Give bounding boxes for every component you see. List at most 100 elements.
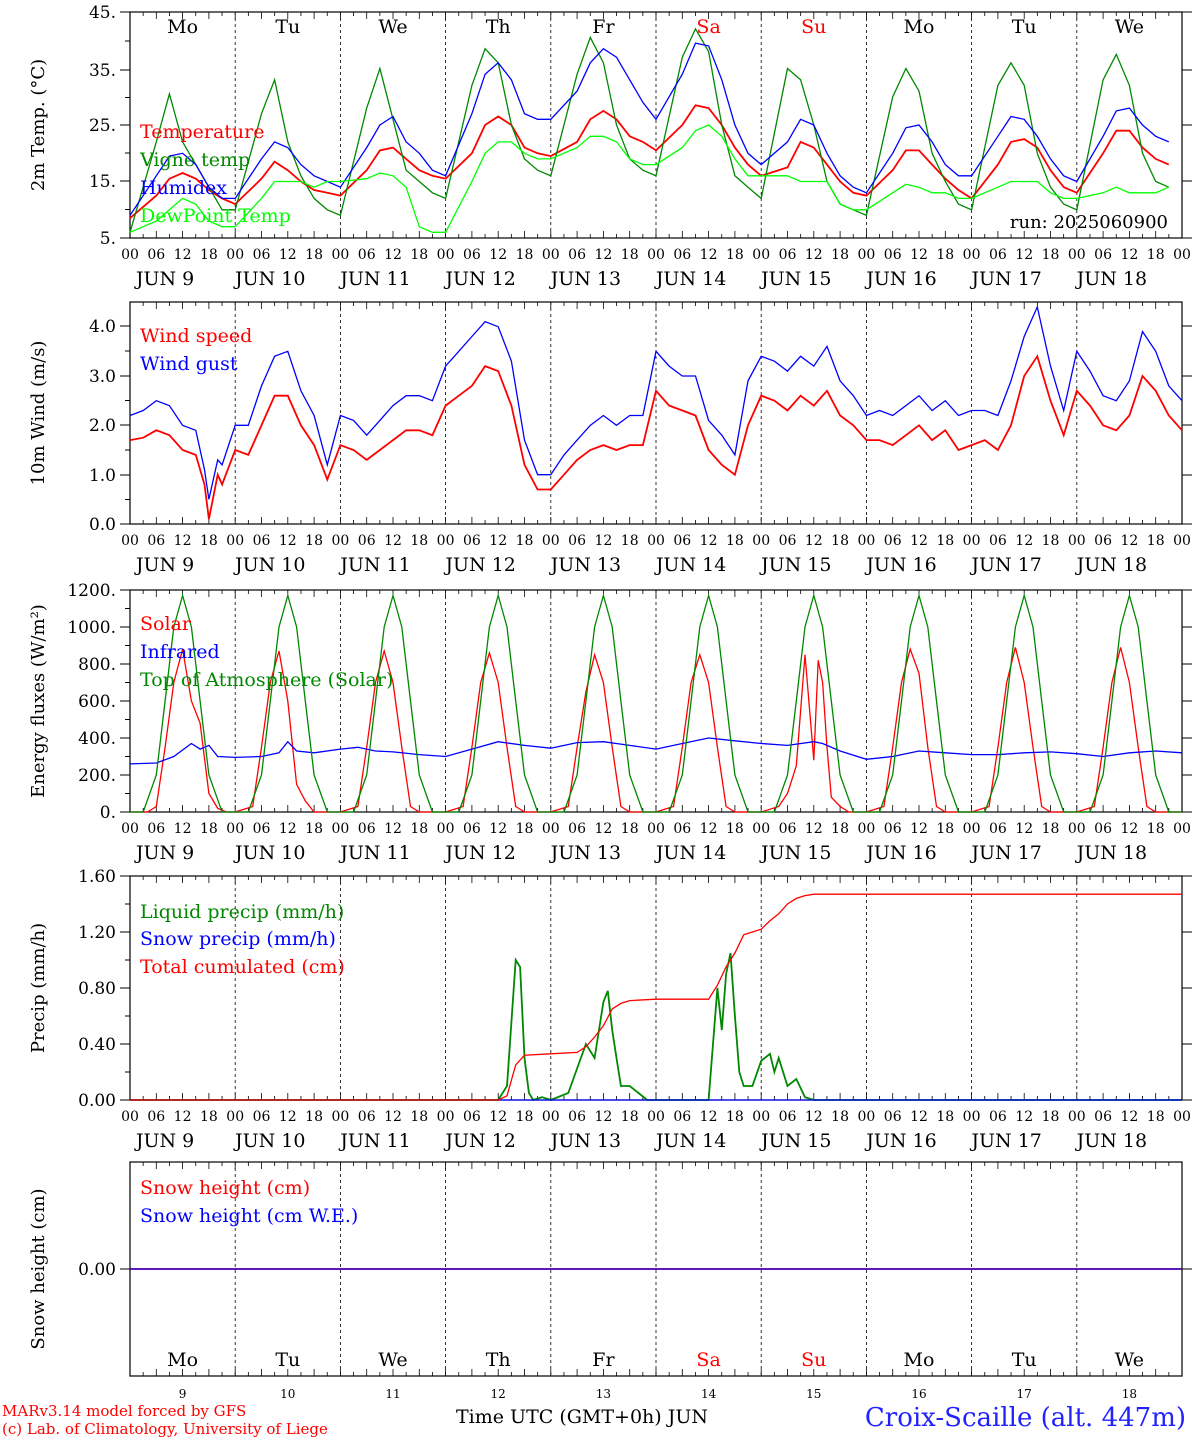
series-line-2 bbox=[129, 304, 1183, 500]
weekday-label: Fr bbox=[592, 1349, 615, 1371]
hour-tick-label: 18 bbox=[726, 1109, 744, 1125]
hour-tick-label: 12 bbox=[174, 821, 192, 837]
y-tick-label: 0.00 bbox=[78, 1260, 116, 1280]
hour-tick-label: 12 bbox=[805, 1109, 823, 1125]
hour-tick-label: 00 bbox=[1173, 1109, 1191, 1125]
legend-entry: Humidex bbox=[140, 177, 227, 199]
hour-tick-label: 18 bbox=[1042, 247, 1060, 263]
hour-tick-label: 12 bbox=[384, 821, 402, 837]
hour-tick-label: 18 bbox=[516, 247, 534, 263]
station-name: Croix-Scaille (alt. 447m) bbox=[864, 1403, 1186, 1433]
date-label: JUN 18 bbox=[1075, 842, 1147, 864]
hour-tick-label: 12 bbox=[1015, 533, 1033, 549]
panel-5 bbox=[120, 1161, 1192, 1377]
panel-1 bbox=[120, 11, 1192, 239]
hour-tick-label: 12 bbox=[594, 533, 612, 549]
series-line-1 bbox=[130, 952, 1182, 1102]
hour-tick-label: 12 bbox=[1015, 821, 1033, 837]
panel-3 bbox=[120, 589, 1192, 813]
hour-tick-label: 06 bbox=[673, 533, 691, 549]
hour-tick-label: 06 bbox=[1094, 247, 1112, 263]
weekday-label: Tu bbox=[275, 1349, 300, 1371]
hour-tick-label: 12 bbox=[700, 821, 718, 837]
hour-tick-label: 12 bbox=[910, 1109, 928, 1125]
hour-tick-label: 18 bbox=[1147, 1109, 1165, 1125]
hour-tick-label: 06 bbox=[568, 1109, 586, 1125]
date-label: JUN 17 bbox=[969, 554, 1041, 576]
weekday-label: Mo bbox=[167, 16, 198, 38]
y-tick-label: 0.80 bbox=[78, 979, 116, 999]
hour-tick-label: 00 bbox=[1173, 533, 1191, 549]
hour-tick-label: 00 bbox=[542, 247, 560, 263]
date-label: JUN 12 bbox=[443, 554, 515, 576]
hour-tick-label: 18 bbox=[936, 247, 954, 263]
date-label: JUN 12 bbox=[443, 1130, 515, 1152]
date-label: JUN 16 bbox=[864, 554, 936, 576]
hour-tick-label: 12 bbox=[489, 247, 507, 263]
legend-entry: Temperature bbox=[140, 121, 264, 143]
hour-tick-label: 12 bbox=[1120, 533, 1138, 549]
hour-tick-label: 06 bbox=[147, 821, 165, 837]
y-tick-label: 1.60 bbox=[78, 867, 116, 887]
y-tick-label: 1.0 bbox=[89, 466, 116, 486]
model-credit-line: MARv3.14 model forced by GFS bbox=[2, 1402, 247, 1420]
hour-tick-label: 00 bbox=[1173, 821, 1191, 837]
hour-tick-label: 06 bbox=[1094, 533, 1112, 549]
hour-tick-label: 00 bbox=[857, 821, 875, 837]
date-label: JUN 10 bbox=[233, 268, 305, 290]
day-number-label: 18 bbox=[1122, 1387, 1137, 1401]
hour-tick-label: 00 bbox=[226, 1109, 244, 1125]
legend-entry: DewPoint Temp bbox=[140, 205, 291, 227]
y-tick-label: 2.0 bbox=[89, 416, 116, 436]
y-tick-label: 0.40 bbox=[78, 1035, 116, 1055]
hour-tick-label: 06 bbox=[463, 821, 481, 837]
hour-tick-label: 00 bbox=[1068, 533, 1086, 549]
hour-tick-label: 12 bbox=[910, 821, 928, 837]
hour-tick-label: 00 bbox=[226, 821, 244, 837]
date-label: JUN 16 bbox=[864, 842, 936, 864]
legend-entry: Wind gust bbox=[140, 353, 238, 375]
y-tick-label: 200. bbox=[78, 766, 116, 786]
hour-tick-label: 12 bbox=[700, 533, 718, 549]
hour-tick-label: 06 bbox=[884, 821, 902, 837]
hour-tick-label: 00 bbox=[647, 533, 665, 549]
hour-tick-label: 18 bbox=[305, 247, 323, 263]
panel-4 bbox=[120, 875, 1192, 1102]
weekday-label: We bbox=[1115, 1349, 1144, 1371]
legend-entry: Vigne temp bbox=[139, 149, 250, 171]
hour-tick-label: 18 bbox=[1042, 821, 1060, 837]
hour-tick-label: 00 bbox=[1068, 247, 1086, 263]
y-axis-label: 2m Temp. (°C) bbox=[28, 59, 49, 191]
date-label: JUN 13 bbox=[549, 268, 621, 290]
y-axis-label: Precip (mm/h) bbox=[28, 923, 49, 1053]
date-label: JUN 10 bbox=[233, 842, 305, 864]
hour-tick-label: 06 bbox=[779, 1109, 797, 1125]
series-line-4 bbox=[129, 124, 1170, 233]
hour-tick-label: 00 bbox=[752, 1109, 770, 1125]
date-label: JUN 9 bbox=[134, 842, 194, 864]
hour-tick-label: 18 bbox=[305, 821, 323, 837]
hour-tick-label: 00 bbox=[437, 821, 455, 837]
y-tick-label: 800. bbox=[78, 655, 116, 675]
weekday-label: Su bbox=[801, 16, 826, 38]
hour-tick-label: 18 bbox=[621, 821, 639, 837]
hour-tick-label: 00 bbox=[647, 1109, 665, 1125]
y-axis-label: 10m Wind (m/s) bbox=[28, 341, 49, 486]
y-axis-label: Energy fluxes (W/m²) bbox=[28, 604, 49, 798]
weekday-label: We bbox=[378, 1349, 407, 1371]
weekday-label: Su bbox=[801, 1349, 826, 1371]
hour-tick-label: 00 bbox=[1173, 247, 1191, 263]
hour-tick-label: 06 bbox=[1094, 821, 1112, 837]
y-tick-label: 45. bbox=[89, 3, 116, 23]
hour-tick-label: 12 bbox=[489, 821, 507, 837]
series-line-2 bbox=[129, 737, 1183, 765]
hour-tick-label: 06 bbox=[1094, 1109, 1112, 1125]
hour-tick-label: 00 bbox=[121, 1109, 139, 1125]
hour-tick-label: 18 bbox=[1147, 247, 1165, 263]
y-tick-label: 1200. bbox=[67, 581, 116, 601]
hour-tick-label: 12 bbox=[1120, 821, 1138, 837]
hour-tick-label: 18 bbox=[410, 821, 428, 837]
hour-tick-label: 18 bbox=[410, 1109, 428, 1125]
date-label: JUN 11 bbox=[338, 1130, 410, 1152]
hour-tick-label: 00 bbox=[963, 1109, 981, 1125]
